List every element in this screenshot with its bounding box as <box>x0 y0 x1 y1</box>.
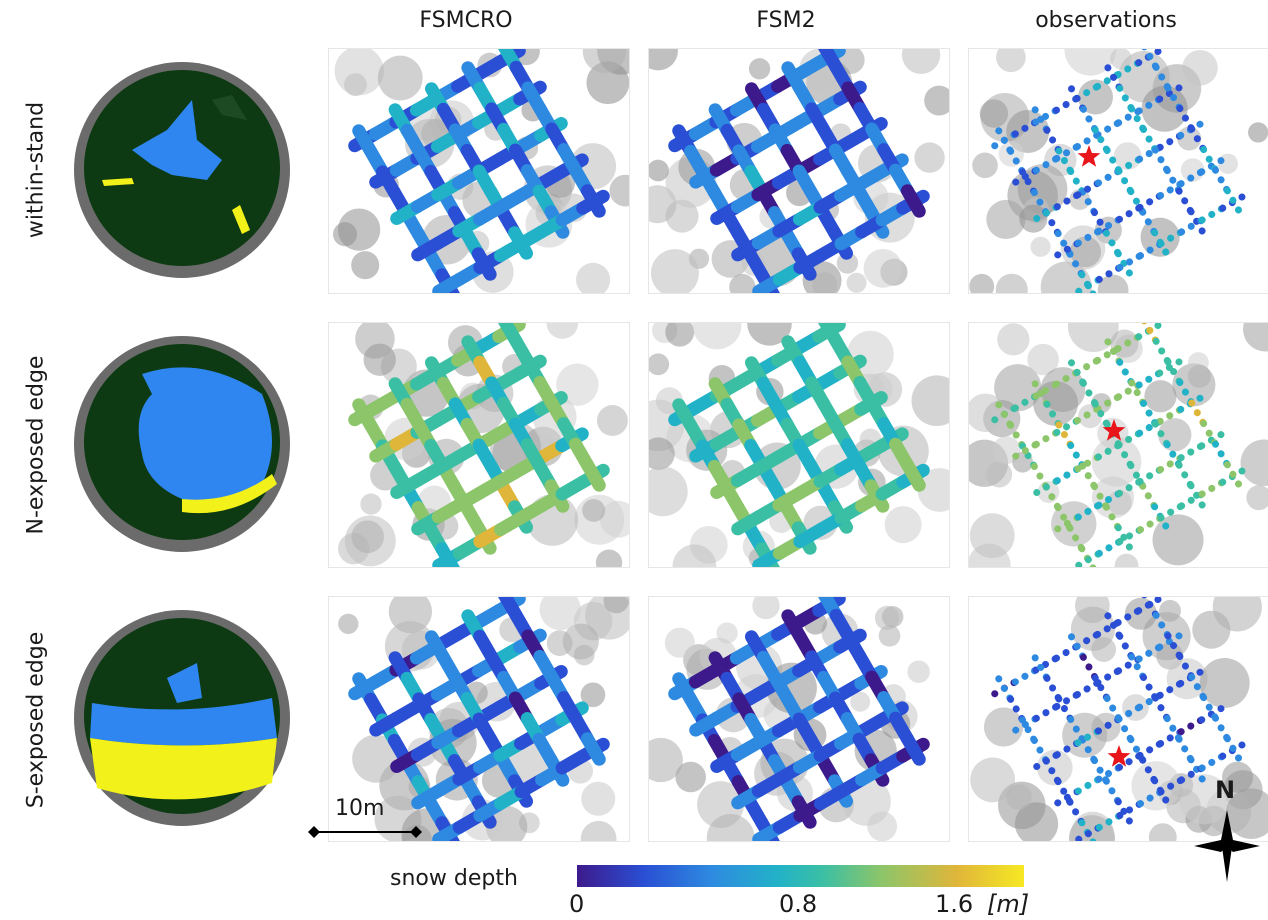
map-fsm2-within-stand <box>648 48 950 294</box>
column-title-fsmcro: FSMCRO <box>419 8 513 33</box>
colorbar-tick-0: 0 <box>569 890 585 918</box>
map-fsmcro-n-exposed-edge <box>328 322 630 568</box>
colorbar-tick-1: 0.8 <box>779 890 818 918</box>
station-star-marker <box>1107 745 1131 767</box>
map-observations-n-exposed-edge <box>968 322 1268 568</box>
row-label-within-stand: within-stand <box>23 101 49 239</box>
scalebar-label: 10m <box>335 796 385 821</box>
north-label: N <box>1215 776 1236 804</box>
map-fsmcro-within-stand <box>328 48 630 294</box>
fisheye-s-exposed-edge <box>74 610 290 826</box>
colorbar-unit: [m] <box>987 890 1030 918</box>
column-title-observations: observations <box>1035 8 1177 33</box>
map-observations-within-stand <box>968 48 1268 294</box>
fisheye-n-exposed-edge <box>74 336 290 552</box>
station-star-marker <box>1102 419 1126 441</box>
scalebar <box>308 826 422 838</box>
map-fsm2-n-exposed-edge <box>648 322 950 568</box>
row-label-n-exposed-edge: N-exposed edge <box>23 355 49 535</box>
row-label-s-exposed-edge: S-exposed edge <box>23 631 49 809</box>
column-title-fsm2: FSM2 <box>756 8 816 33</box>
north-arrow-icon <box>1194 810 1260 882</box>
colorbar-tick-2: 1.6 <box>935 890 974 918</box>
map-observations-s-exposed-edge <box>968 596 1268 842</box>
fisheye-within-stand <box>74 62 290 278</box>
colorbar <box>577 865 1024 887</box>
station-star-marker <box>1077 145 1101 167</box>
map-fsm2-s-exposed-edge <box>648 596 950 842</box>
map-fsmcro-s-exposed-edge <box>328 596 630 842</box>
colorbar-label: snow depth <box>390 866 518 891</box>
